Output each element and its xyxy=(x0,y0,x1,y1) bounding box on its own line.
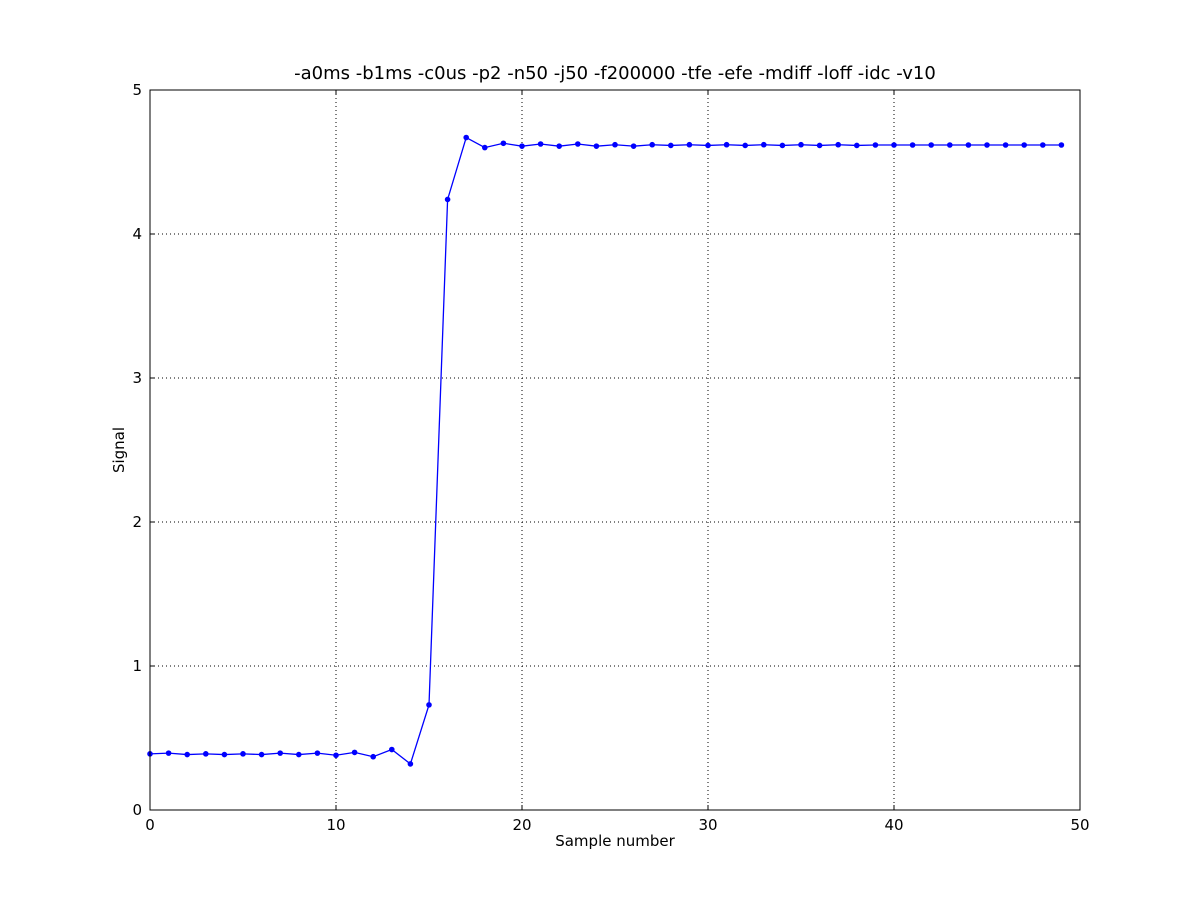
data-point xyxy=(519,143,525,149)
y-tick-label: 5 xyxy=(132,81,142,99)
data-point xyxy=(668,142,674,149)
data-point xyxy=(928,142,935,148)
data-point xyxy=(556,143,563,149)
x-tick-label: 10 xyxy=(326,816,345,834)
y-axis-label: Signal xyxy=(110,427,128,473)
data-point xyxy=(686,141,693,148)
data-point xyxy=(854,142,860,149)
data-point xyxy=(947,142,953,148)
y-tick-label: 4 xyxy=(132,225,142,243)
x-tick-label: 0 xyxy=(145,816,155,834)
chart-title: -a0ms -b1ms -c0us -p2 -n50 -j50 -f200000… xyxy=(294,63,936,84)
data-point xyxy=(612,141,618,148)
plot-frame xyxy=(149,89,1081,811)
data-point xyxy=(1021,142,1027,148)
data-point xyxy=(742,142,749,149)
data-point xyxy=(1058,142,1065,148)
data-point xyxy=(816,142,823,149)
data-point xyxy=(537,141,544,147)
grid xyxy=(150,90,1080,810)
data-point xyxy=(630,143,637,149)
data-point xyxy=(1040,142,1046,148)
data-point xyxy=(277,750,284,756)
x-tick-label: 30 xyxy=(698,816,717,834)
data-point xyxy=(872,142,879,148)
x-axis-label: Sample number xyxy=(555,832,675,850)
data-point xyxy=(351,749,358,756)
y-tick-label: 1 xyxy=(132,657,142,675)
data-point xyxy=(482,144,488,151)
data-point xyxy=(203,751,209,757)
data-point xyxy=(593,143,600,149)
y-tick-label: 2 xyxy=(132,513,142,531)
data-point xyxy=(965,142,972,148)
x-tick-label: 20 xyxy=(512,816,531,834)
data-point xyxy=(240,751,246,757)
series-layer xyxy=(147,134,1065,767)
ticks: 0 10 20 30 40 50 0 1 2 3 4 5 xyxy=(132,81,1089,834)
data-point xyxy=(258,751,265,758)
data-point xyxy=(500,140,507,147)
data-point xyxy=(761,141,767,148)
data-point xyxy=(314,750,321,756)
data-point xyxy=(835,141,842,148)
x-tick-label: 40 xyxy=(884,816,903,834)
data-point xyxy=(723,141,730,148)
data-point xyxy=(779,142,786,149)
data-point xyxy=(463,134,470,141)
data-point xyxy=(296,751,302,758)
data-point xyxy=(798,141,804,148)
data-point xyxy=(1002,142,1009,148)
data-point xyxy=(426,702,432,708)
y-tick-label: 0 xyxy=(132,801,142,819)
data-point xyxy=(333,752,339,759)
data-point xyxy=(909,142,916,148)
data-point xyxy=(891,142,897,148)
data-point xyxy=(370,753,377,760)
data-point xyxy=(575,141,581,147)
data-point xyxy=(984,142,990,148)
data-point xyxy=(649,141,656,148)
data-point xyxy=(444,196,451,203)
x-tick-label: 50 xyxy=(1070,816,1089,834)
series-line xyxy=(149,136,1062,766)
data-point xyxy=(221,751,228,758)
data-point xyxy=(184,751,190,758)
data-point xyxy=(165,750,172,756)
data-point xyxy=(705,142,711,149)
y-tick-label: 3 xyxy=(132,369,142,387)
data-point xyxy=(407,761,414,767)
data-point xyxy=(389,746,395,753)
